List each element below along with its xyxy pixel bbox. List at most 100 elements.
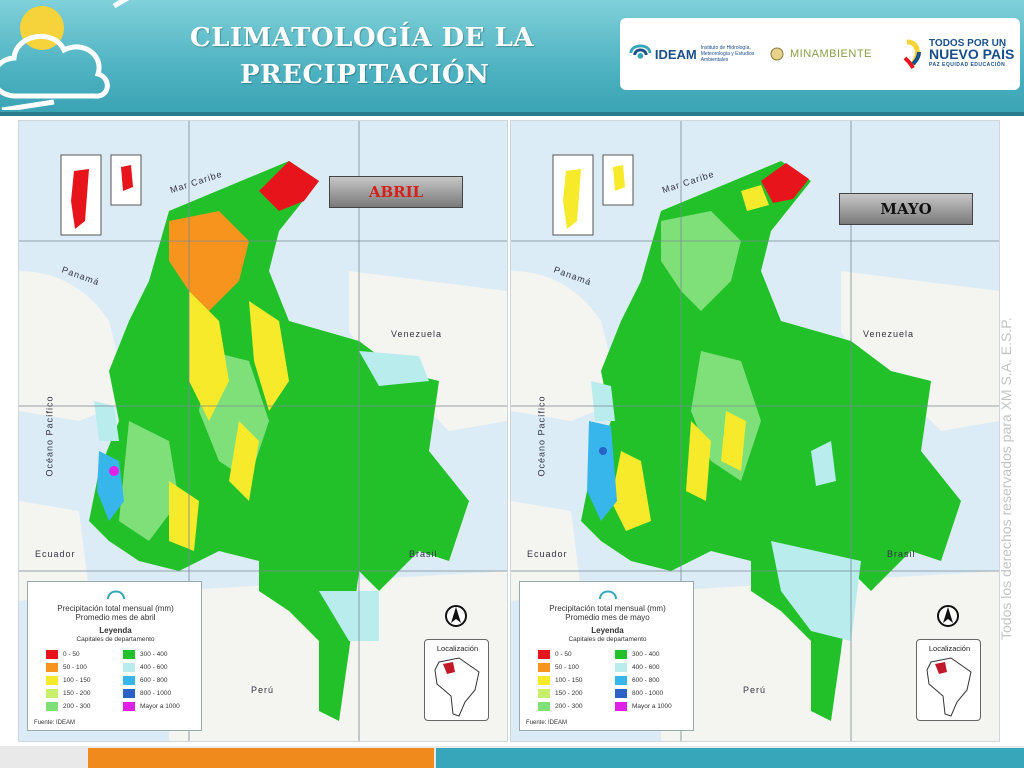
ideam-emblem-icon: [599, 590, 617, 600]
legend-label: 800 - 1000: [140, 690, 172, 697]
label-venezuela: Venezuela: [863, 329, 915, 339]
south-america-icon: [926, 657, 972, 717]
legend-swatch: [538, 689, 550, 698]
label-oceano-pacifico: Océano Pacífico: [44, 395, 55, 477]
label-brasil: Brasil: [409, 549, 438, 559]
ideam-logo: IDEAM Instituto de Hidrología, Meteorolo…: [628, 18, 758, 90]
legend-may: Precipitación total mensual (mm) Promedi…: [519, 581, 694, 731]
legend-label: 50 - 100: [555, 664, 579, 671]
legend-label: 400 - 600: [632, 664, 660, 671]
month-label-text: ABRIL: [368, 183, 424, 201]
south-america-icon: [434, 657, 480, 717]
legend-item: 800 - 1000: [615, 688, 688, 699]
legend-grid: 0 - 50 300 - 400 50 - 100 400 - 600 100 …: [538, 649, 688, 712]
legend-title: Precipitación total mensual (mm) Promedi…: [28, 604, 203, 622]
legend-swatch: [538, 663, 550, 672]
nuevo-pais-sub: PAZ EQUIDAD EDUCACIÓN: [929, 61, 1006, 68]
month-label-text: MAYO: [880, 200, 932, 218]
legend-label: 150 - 200: [63, 690, 91, 697]
title-line-1: CLIMATOLOGÍA DE LA: [190, 23, 535, 53]
legend-swatch: [538, 702, 550, 711]
legend-item: 200 - 300: [538, 701, 611, 712]
label-peru: Perú: [251, 685, 275, 695]
legend-label: 100 - 150: [63, 677, 91, 684]
legend-capitals: Capitales de departamento: [76, 636, 155, 643]
inset-title: Localización: [928, 644, 971, 653]
precipitation-map-april: [19, 121, 507, 741]
legend-swatch: [123, 702, 135, 711]
label-ecuador: Ecuador: [35, 549, 76, 559]
ideam-subtext: Instituto de Hidrología, Meteorología y …: [700, 45, 755, 63]
colombia-shield-icon: [770, 47, 784, 61]
legend-label: 200 - 300: [63, 703, 91, 710]
map-panel-april: Mar Caribe Panamá Venezuela Océano Pacíf…: [18, 120, 508, 742]
legend-label: 300 - 400: [140, 651, 168, 658]
location-inset: Localización: [916, 639, 981, 721]
nuevo-pais-top: TODOS POR UN: [929, 37, 1007, 49]
nuevo-pais-big: NUEVO PAÍS: [929, 45, 1015, 62]
legend-title: Precipitación total mensual (mm) Promedi…: [520, 604, 695, 622]
legend-title-line: Precipitación total mensual (mm): [549, 604, 666, 613]
legend-swatch: [46, 689, 58, 698]
legend-grid: 0 - 50 300 - 400 50 - 100 400 - 600 100 …: [46, 649, 196, 712]
legend-item: 200 - 300: [46, 701, 119, 712]
legend-swatch: [46, 650, 58, 659]
legend-source: Fuente: IDEAM: [526, 720, 568, 726]
legend-swatch: [123, 650, 135, 659]
legend-item: 150 - 200: [46, 688, 119, 699]
legend-label: 400 - 600: [140, 664, 168, 671]
ideam-text: IDEAM: [654, 46, 697, 62]
legend-item: 0 - 50: [538, 649, 611, 660]
label-ecuador: Ecuador: [527, 549, 568, 559]
footer-orange-segment: [88, 748, 434, 768]
legend-item: 800 - 1000: [123, 688, 196, 699]
legend-label: 800 - 1000: [632, 690, 664, 697]
legend-source: Fuente: IDEAM: [34, 720, 76, 726]
legend-swatch: [46, 663, 58, 672]
legend-label: 600 - 800: [632, 677, 660, 684]
legend-item: 600 - 800: [615, 675, 688, 686]
legend-item: Mayor a 1000: [615, 701, 688, 712]
legend-label: 100 - 150: [555, 677, 583, 684]
north-arrow-icon: [445, 605, 467, 627]
month-label-april: ABRIL: [329, 176, 463, 208]
legend-heading: Leyenda: [591, 626, 624, 635]
legend-item: 600 - 800: [123, 675, 196, 686]
legend-swatch: [615, 676, 627, 685]
label-oceano-pacifico: Océano Pacífico: [536, 395, 547, 477]
minambiente-text: MINAMBIENTE: [790, 48, 872, 60]
legend-item: 100 - 150: [538, 675, 611, 686]
legend-item: 400 - 600: [123, 662, 196, 673]
legend-april: Precipitación total mensual (mm) Promedi…: [27, 581, 202, 731]
legend-title-line: Precipitación total mensual (mm): [57, 604, 174, 613]
legend-label: 0 - 50: [555, 651, 572, 658]
label-venezuela: Venezuela: [391, 329, 443, 339]
inset-title: Localización: [436, 644, 479, 653]
legend-swatch: [615, 702, 627, 711]
cloud-sun-icon: [0, 0, 130, 110]
header-divider: [0, 112, 1024, 116]
copyright-watermark: Todos los derechos reservados para XM S.…: [998, 317, 1014, 640]
legend-item: 0 - 50: [46, 649, 119, 660]
legend-item: 400 - 600: [615, 662, 688, 673]
legend-item: 50 - 100: [46, 662, 119, 673]
legend-item: 300 - 400: [123, 649, 196, 660]
legend-capitals: Capitales de departamento: [568, 636, 647, 643]
legend-heading: Leyenda: [99, 626, 132, 635]
nuevo-pais-emblem-icon: [903, 39, 921, 69]
legend-label: 150 - 200: [555, 690, 583, 697]
nuevo-pais-text: TODOS POR UN NUEVO PAÍS PAZ EQUIDAD EDUC…: [929, 38, 1014, 71]
legend-swatch: [46, 702, 58, 711]
page-title: CLIMATOLOGÍA DE LA PRECIPITACIÓN: [190, 20, 570, 94]
map-panel-may: Mar Caribe Panamá Venezuela Océano Pacíf…: [510, 120, 1000, 742]
legend-label: Mayor a 1000: [632, 703, 672, 710]
legend-swatch: [615, 689, 627, 698]
footer-bar: [0, 746, 1024, 768]
logo-panel: IDEAM Instituto de Hidrología, Meteorolo…: [620, 18, 1020, 90]
legend-swatch: [615, 663, 627, 672]
legend-label: 300 - 400: [632, 651, 660, 658]
title-line-2: PRECIPITACIÓN: [240, 60, 490, 90]
nuevo-pais-logo: TODOS POR UN NUEVO PAÍS PAZ EQUIDAD EDUC…: [903, 18, 1018, 90]
legend-item: 50 - 100: [538, 662, 611, 673]
legend-subtitle-line: Promedio mes de abril: [75, 613, 156, 622]
